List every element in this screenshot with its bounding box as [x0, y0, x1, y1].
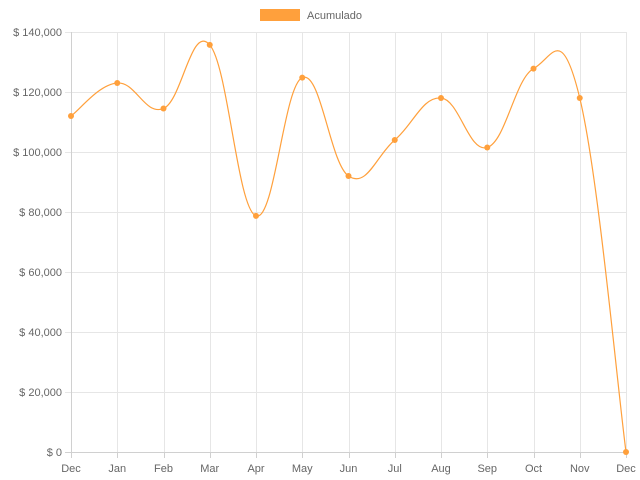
x-tick-label: Jul [388, 463, 402, 475]
x-axis-tick-labels: Dec Jan Feb Mar Apr May Jun Jul Aug Sep Oct Nov Dec [61, 463, 636, 475]
data-point[interactable] [114, 80, 121, 86]
data-point[interactable] [299, 74, 306, 81]
y-tick-label: $ 100,000 [13, 147, 62, 159]
series-layer [68, 40, 629, 455]
x-tick-label: Oct [525, 463, 542, 475]
x-tick-label: Jun [340, 463, 358, 475]
x-tick-label: Feb [154, 463, 173, 475]
x-tick-label: Dec [616, 463, 636, 475]
y-tick-label: $ 60,000 [19, 267, 62, 279]
series-line [70, 40, 627, 453]
y-tick-label: $ 20,000 [19, 387, 62, 399]
x-tick-label: Jan [108, 463, 126, 475]
x-tick-label: Sep [477, 463, 497, 475]
x-tick-label: Nov [570, 463, 590, 475]
data-point[interactable] [253, 212, 259, 219]
data-point[interactable] [623, 449, 629, 455]
data-point[interactable] [68, 113, 74, 119]
y-tick-label: $ 0 [47, 447, 62, 459]
data-point[interactable] [160, 105, 167, 112]
data-point[interactable] [391, 137, 398, 143]
x-tick-label: Apr [247, 463, 264, 475]
chart-legend[interactable]: Acumulado [260, 9, 362, 22]
y-tick-label: $ 140,000 [13, 27, 62, 39]
x-tick-label: Mar [200, 463, 219, 475]
data-point[interactable] [484, 144, 491, 151]
data-point[interactable] [438, 95, 444, 101]
x-tick-label: May [292, 463, 313, 475]
y-tick-label: $ 80,000 [19, 207, 62, 219]
legend-label[interactable]: Acumulado [307, 10, 362, 22]
x-grid [71, 32, 627, 458]
y-tick-label: $ 40,000 [19, 327, 62, 339]
x-tick-label: Aug [431, 463, 451, 475]
x-tick-label: Dec [61, 463, 81, 475]
y-tick-label: $ 120,000 [13, 87, 62, 99]
y-axis-tick-labels: $ 0 $ 20,000 $ 40,000 $ 60,000 $ 80,000 $ 100… [13, 27, 62, 459]
data-point[interactable] [530, 65, 537, 72]
data-point[interactable] [345, 173, 352, 179]
data-point[interactable] [576, 95, 583, 101]
legend-swatch[interactable] [260, 9, 300, 21]
data-point[interactable] [206, 41, 213, 48]
y-grid [65, 32, 626, 453]
